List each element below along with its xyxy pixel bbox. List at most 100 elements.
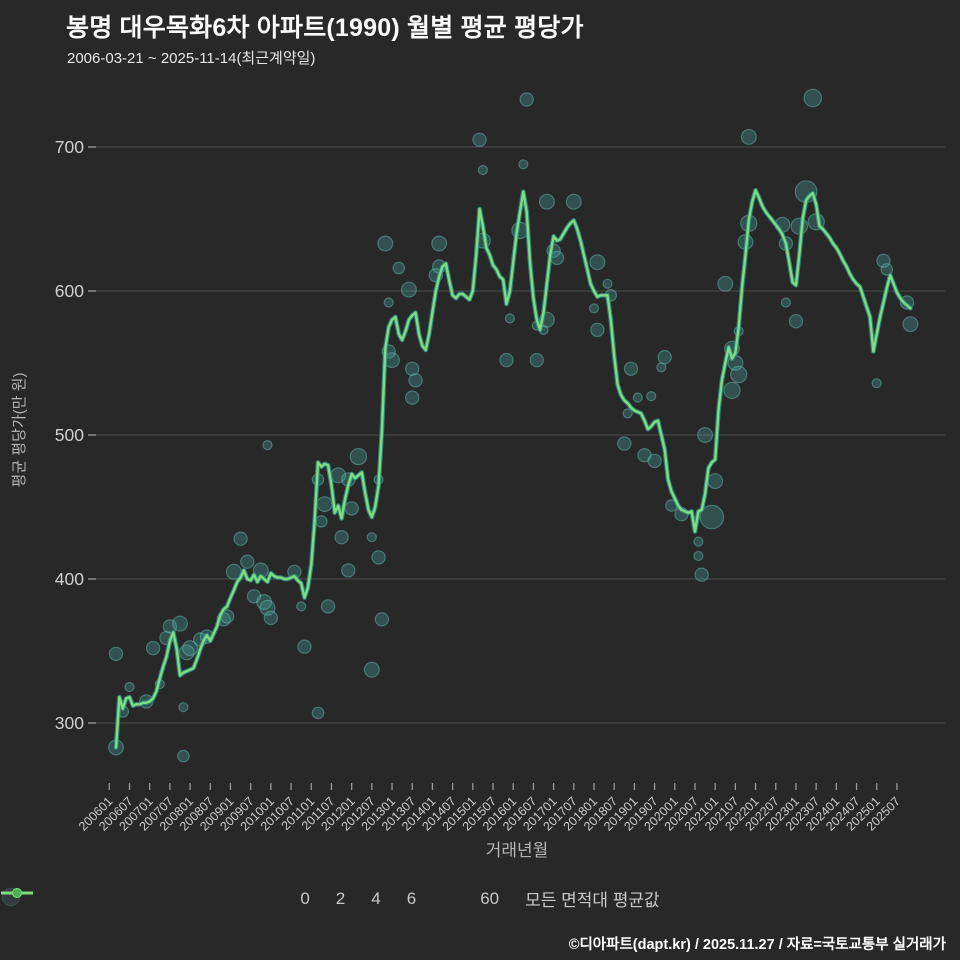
page-subtitle: 2006-03-21 ~ 2025-11-14(최근계약일) (67, 50, 316, 67)
transaction-bubble (693, 536, 704, 547)
transaction-bubble (256, 593, 273, 610)
transaction-bubble (178, 702, 189, 713)
transaction-bubble (297, 639, 312, 654)
transaction-bubble (880, 263, 894, 276)
transaction-bubble (472, 132, 487, 147)
transaction-bubble (405, 390, 420, 405)
ytick-label: 500 (55, 425, 84, 445)
legend-line-label: 60 (480, 888, 500, 908)
transaction-bubble (341, 563, 356, 578)
transaction-bubble (392, 261, 406, 275)
legend-size-4[interactable]: 4 (3, 888, 381, 909)
transaction-bubble (519, 92, 534, 107)
transaction-bubble (162, 619, 178, 634)
transaction-bubble (518, 159, 529, 170)
transaction-bubble (349, 447, 368, 466)
transaction-bubble (693, 550, 704, 562)
transaction-bubble (617, 436, 632, 451)
transaction-bubble (177, 749, 190, 763)
transaction-bubble (383, 297, 394, 308)
transaction-bubble (320, 599, 336, 614)
transaction-bubble (694, 567, 709, 582)
transaction-bubble (637, 448, 652, 463)
transaction-bubble (623, 361, 639, 376)
price-chart-canvas: 7006005004003002006012006072007012007072… (11, 88, 945, 860)
transaction-bubble (377, 235, 394, 252)
transaction-bubble (124, 681, 135, 693)
transaction-bubble (296, 601, 307, 612)
transaction-bubble (316, 496, 333, 513)
transaction-bubble (780, 297, 792, 308)
transaction-bubble (657, 350, 672, 365)
transaction-bubble (371, 550, 386, 565)
transaction-bubble (717, 275, 734, 292)
transaction-bubble (172, 615, 189, 632)
transaction-bubble (730, 365, 748, 384)
transaction-bubble (565, 193, 582, 210)
transaction-bubble (246, 589, 262, 604)
transaction-bubble (876, 253, 891, 268)
legend-series-average[interactable]: 모든 면적대 평균값 (1, 886, 660, 911)
transaction-bubble (589, 254, 606, 271)
transaction-bubble (602, 278, 613, 289)
transaction-bubble (262, 440, 273, 451)
transaction-bubble (400, 281, 417, 298)
transaction-bubble (902, 316, 919, 333)
transaction-bubble (740, 128, 757, 145)
footer-credit: ©디아파트(dapt.kr) / 2025.11.27 / 자료=국토교통부 실… (568, 937, 946, 953)
transaction-bubble (538, 193, 555, 210)
transaction-bubble (656, 362, 667, 373)
chart-legend: 0 2 4 6 60 모든 면적대 평균값 (0, 886, 960, 911)
ytick-label: 400 (55, 569, 84, 589)
legend-size-6[interactable]: 6 (1, 887, 417, 909)
transaction-bubble (233, 531, 248, 546)
legend-size-label: 6 (406, 888, 417, 908)
transaction-bubble (334, 530, 349, 545)
transaction-bubble (259, 599, 276, 616)
transaction-bubble (871, 378, 882, 389)
legend-size-label: 2 (335, 888, 346, 908)
transaction-bubble (499, 352, 514, 368)
transaction-bubble (263, 610, 279, 626)
line-average-all-areas (114, 189, 912, 749)
transaction-bubble (405, 361, 420, 376)
transaction-bubble (622, 408, 633, 419)
transaction-bubble (788, 314, 804, 329)
transaction-bubble (803, 88, 823, 108)
transaction-bubble (363, 661, 380, 678)
transaction-bubble (240, 554, 255, 569)
transaction-bubble (699, 504, 725, 530)
transaction-bubble (707, 473, 724, 490)
y-axis-title: 평균 평당가(만 원) (11, 373, 28, 488)
transaction-bubble (431, 235, 448, 252)
transaction-bubble (182, 640, 199, 657)
transaction-bubble (366, 532, 377, 543)
transaction-bubble (697, 427, 714, 444)
transaction-bubble (590, 322, 605, 338)
legend-size-label: 0 (300, 888, 310, 908)
transaction-bubble (315, 515, 328, 528)
transaction-bubble (529, 352, 545, 368)
transaction-bubble (311, 706, 325, 720)
transaction-bubble (477, 164, 488, 176)
transaction-bubble (646, 391, 657, 402)
transaction-bubble (647, 453, 662, 469)
line-swatch-icon (1, 888, 33, 898)
transaction-bubble (374, 612, 390, 627)
legend-line-label: 모든 면적대 평균값 (525, 891, 660, 910)
transaction-bubble (108, 646, 124, 662)
legend-size-2[interactable]: 2 (4, 888, 346, 909)
legend-size-0[interactable]: 0 (8, 888, 310, 909)
transaction-bubble (145, 640, 161, 656)
x-axis-title: 거래년월 (486, 841, 549, 860)
ytick-label: 700 (55, 137, 84, 157)
transaction-bubble (344, 501, 359, 516)
legend-size-label: 4 (371, 888, 381, 908)
ytick-label: 300 (55, 713, 84, 733)
ytick-label: 600 (55, 281, 84, 301)
transaction-bubble (632, 392, 643, 403)
legend-series-60[interactable]: 60 (1, 888, 500, 909)
transaction-bubble (504, 313, 515, 324)
transaction-bubble (408, 373, 423, 388)
